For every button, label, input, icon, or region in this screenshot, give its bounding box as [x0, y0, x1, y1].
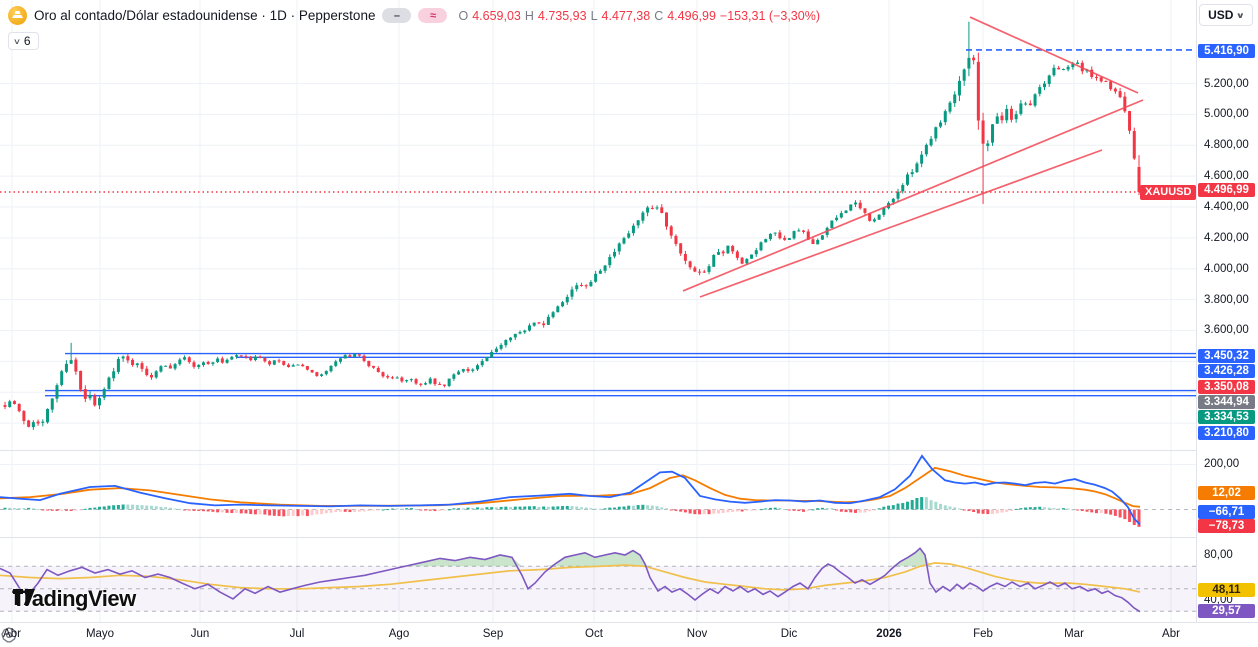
high-value: 4.735,93 [537, 8, 587, 23]
price-axis-badge: 3.350,08 [1198, 380, 1255, 394]
price-axis-badge: 12,02 [1198, 486, 1255, 500]
market-closed-icon[interactable]: – [382, 8, 412, 23]
time-axis-label: Abr [1162, 628, 1180, 640]
time-axis-label: Nov [686, 628, 708, 640]
time-axis-label: 2026 [876, 628, 902, 640]
time-axis-label: Feb [973, 628, 993, 640]
currency-selector[interactable]: USD ∨ [1199, 4, 1253, 26]
price-axis-label: 40,00 [1204, 594, 1233, 606]
time-axis-label: Jun [190, 628, 210, 640]
gold-coin-icon [8, 6, 27, 25]
change-value: −153,31 (−3,30%) [719, 8, 820, 23]
macd-line [0, 454, 1141, 526]
price-axis-badge: 3.450,32 [1198, 349, 1255, 363]
price-axis-badge: 5.416,90 [1198, 44, 1255, 58]
symbol-price-tag: XAUUSD [1140, 185, 1197, 200]
price-axis-label: 4.800,00 [1204, 139, 1249, 151]
chevron-down-icon: ∨ [1236, 10, 1246, 20]
price-axis-label: 4.400,00 [1204, 201, 1249, 213]
price-axis-badge: −66,71 [1198, 505, 1255, 519]
price-axis-label: 3.600,00 [1204, 324, 1249, 336]
price-axis-badge: 4.496,99 [1198, 183, 1255, 197]
price-axis-label: 5.200,00 [1204, 78, 1249, 90]
indicators-count: 6 [23, 34, 31, 48]
price-axis-badge: 48,11 [1198, 583, 1255, 597]
low-label: L [590, 8, 598, 23]
price-axis[interactable]: USD ∨ 5.200,00 5.000,00 4.800,00 4.600,00 4.… [1197, 0, 1258, 622]
macd-histogram [3, 497, 1141, 527]
symbol-title[interactable]: Oro al contado/Dólar estadounidense · 1D… [34, 8, 376, 23]
time-axis-label: Abr [3, 628, 21, 640]
price-axis-label: 80,00 [1204, 549, 1233, 561]
delayed-data-icon[interactable]: ≈ [418, 8, 448, 23]
indicators-collapse-button[interactable]: ∨ 6 [8, 32, 39, 50]
candlestick-series [3, 21, 1141, 430]
time-axis-label: Ago [388, 628, 410, 640]
low-value: 4.477,38 [601, 8, 651, 23]
trendline [682, 99, 1144, 292]
price-axis-badge: 3.426,28 [1198, 364, 1255, 378]
time-axis[interactable]: Abr Mayo Jun Jul Ago Sep Oct Nov Dic 2026 Feb Mar Ab… [0, 622, 1258, 647]
symbol-header: Oro al contado/Dólar estadounidense · 1D… [8, 6, 820, 25]
price-axis-label: 3.800,00 [1204, 294, 1249, 306]
price-axis-label: 5.000,00 [1204, 108, 1249, 120]
price-axis-badge: −78,73 [1198, 519, 1255, 533]
chevron-down-icon: ∨ [12, 36, 22, 46]
close-value: 4.496,99 [667, 8, 716, 23]
price-axis-label: 4.200,00 [1204, 232, 1249, 244]
time-axis-label: Sep [482, 628, 504, 640]
price-axis-label: 4.000,00 [1204, 263, 1249, 275]
time-axis-settings-icon[interactable] [0, 626, 18, 644]
trendline [699, 149, 1103, 298]
time-axis-label: Oct [585, 628, 603, 640]
close-label: C [654, 8, 664, 23]
macd-signal-line [0, 466, 1141, 508]
open-label: O [458, 8, 469, 23]
price-axis-label: 200,00 [1204, 458, 1240, 470]
price-axis-badge: 29,57 [1198, 604, 1255, 618]
price-axis-badge: 3.344,94 [1198, 395, 1255, 409]
tradingview-logo-icon [13, 589, 35, 605]
time-axis-label: Jul [289, 628, 305, 640]
tradingview-logo[interactable]: TradingView [12, 586, 136, 612]
rsi-overbought-fill [0, 548, 1140, 567]
price-axis-label: 4.600,00 [1204, 170, 1249, 182]
ohlc-values: O 4.659,03 H 4.735,93 L 4.477,38 C 4.496,99 … [458, 9, 820, 23]
open-value: 4.659,03 [472, 8, 521, 23]
rsi-line [0, 547, 1141, 613]
price-axis-badge: 3.334,53 [1198, 410, 1255, 424]
price-axis-badge: 3.210,80 [1198, 426, 1255, 440]
time-axis-label: Mar [1064, 628, 1084, 640]
trendline [969, 16, 1139, 94]
time-axis-label: Mayo [85, 628, 115, 640]
high-label: H [524, 8, 534, 23]
time-axis-label: Dic [780, 628, 798, 640]
currency-label: USD [1208, 8, 1234, 22]
